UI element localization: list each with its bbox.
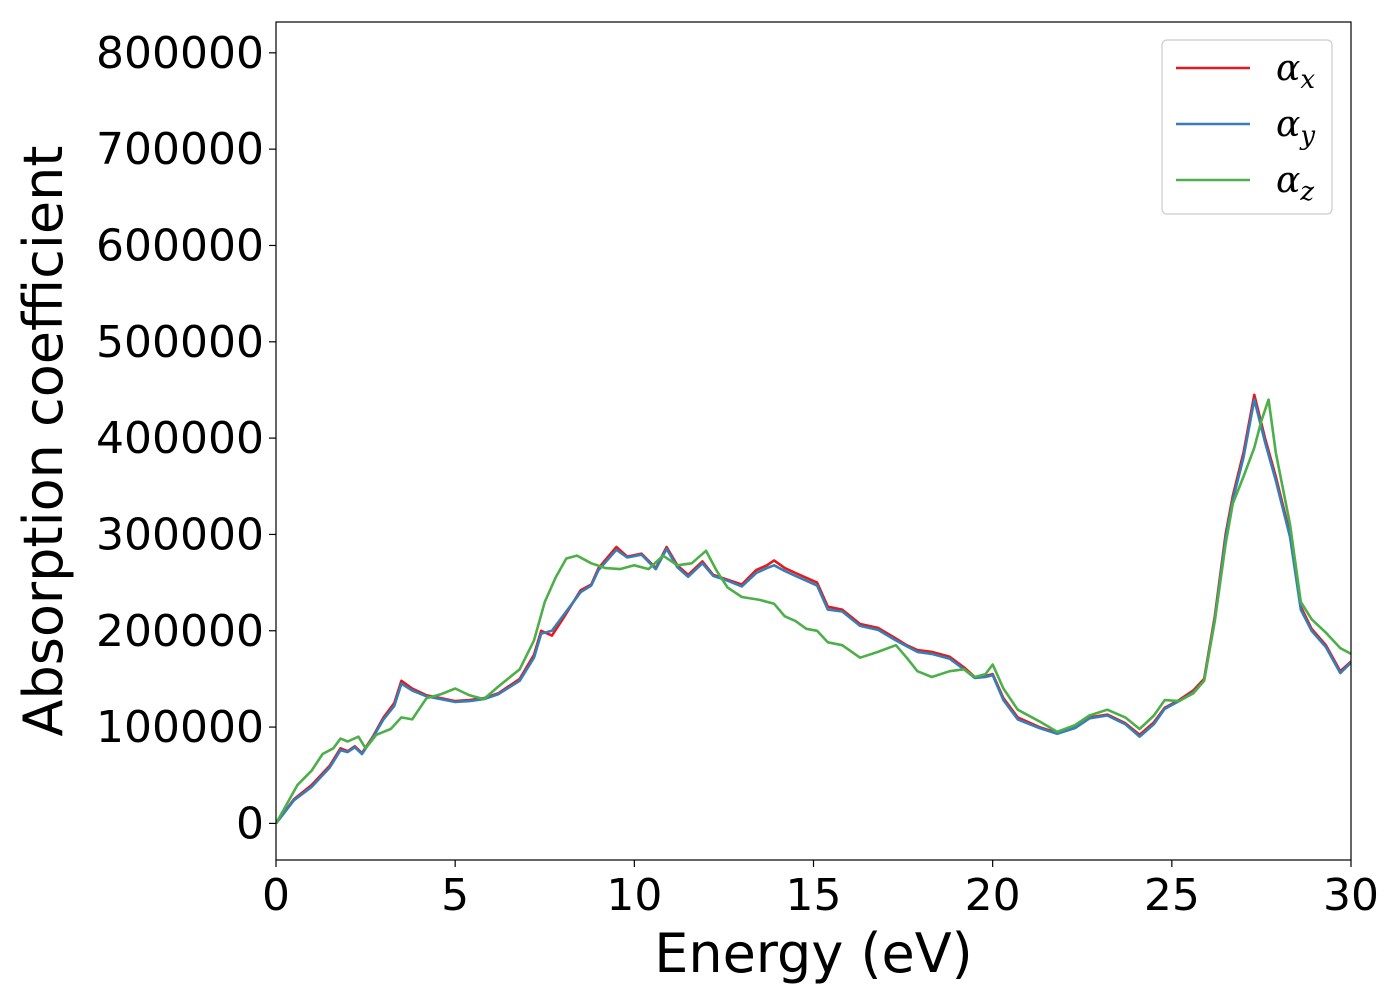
x-tick-label: 30 — [1323, 870, 1379, 921]
legend-entry-z: αz — [1276, 160, 1314, 207]
y-tick-label: 100000 — [96, 702, 264, 753]
x-tick-label: 15 — [786, 870, 842, 921]
y-tick-label: 200000 — [96, 606, 264, 657]
legend-box — [1161, 39, 1333, 215]
y-tick-label: 300000 — [96, 509, 264, 560]
y-tick-label: 800000 — [96, 28, 264, 79]
x-tick-label: 5 — [441, 870, 469, 921]
x-tick-label: 20 — [965, 870, 1021, 921]
legend: αx αy αz — [1161, 39, 1333, 215]
y-tick-label: 500000 — [96, 317, 264, 368]
series-line-z — [276, 398, 1351, 825]
x-tick-label: 10 — [606, 870, 662, 921]
y-axis-ticks: 0 100000 200000 300000 400000 500000 600000 700… — [96, 28, 276, 849]
legend-entry-y: αy — [1276, 104, 1315, 151]
y-tick-label: 700000 — [96, 124, 264, 175]
series-line-x — [276, 393, 1351, 825]
series-line-y — [276, 398, 1351, 825]
y-tick-label: 0 — [236, 798, 264, 849]
plot-marks — [276, 393, 1351, 825]
y-tick-label: 600000 — [96, 220, 264, 271]
x-tick-label: 25 — [1144, 870, 1200, 921]
x-tick-label: 0 — [262, 870, 290, 921]
y-axis-label: Absorption coefficient — [12, 146, 75, 737]
legend-entry-x: αx — [1276, 48, 1315, 95]
plot-frame — [275, 21, 1352, 861]
x-axis-label: Energy (eV) — [654, 922, 973, 985]
y-tick-label: 400000 — [96, 413, 264, 464]
x-axis-ticks: 0 5 10 15 20 25 30 — [262, 860, 1379, 921]
